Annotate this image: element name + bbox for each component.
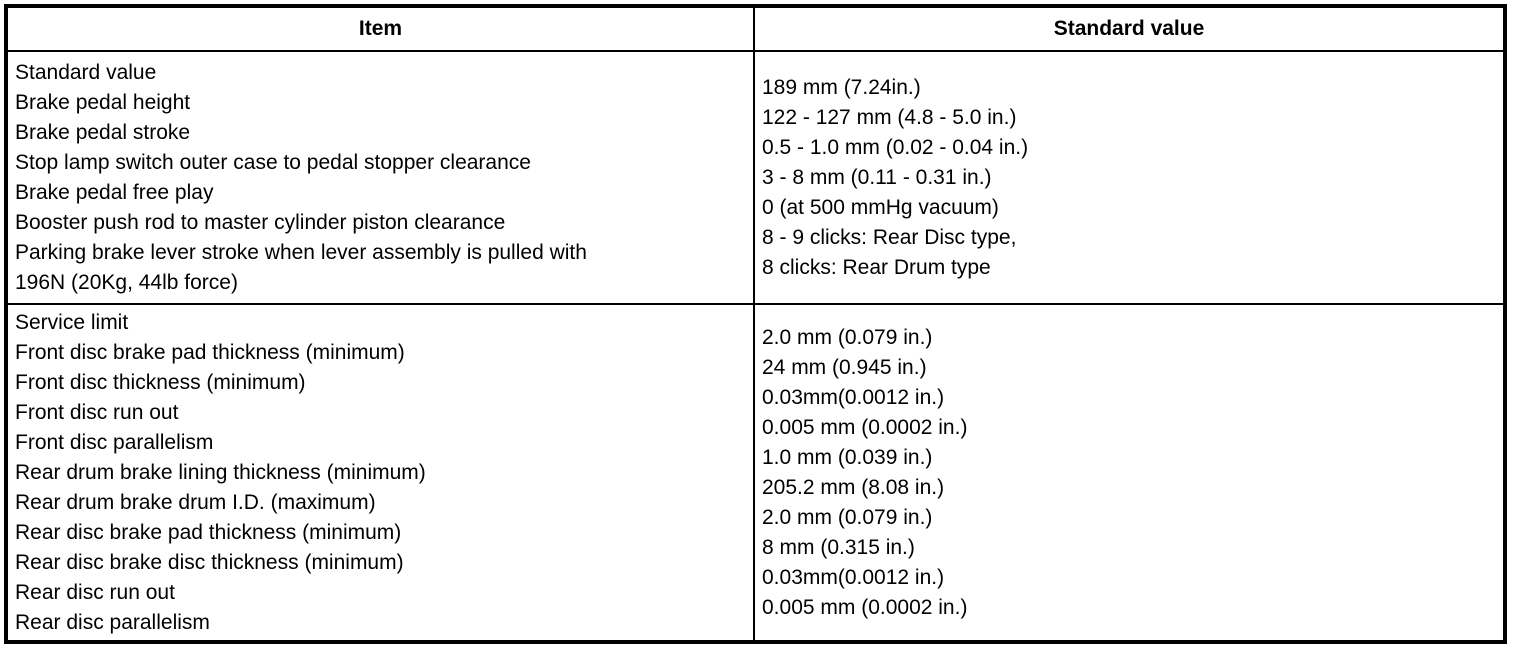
cell-line: Standard value xyxy=(15,60,157,84)
cell-line: 8 mm (0.315 in.) xyxy=(762,535,915,559)
cell-line: Rear disc brake pad thickness (minimum) xyxy=(15,520,402,544)
cell-line: 2.0 mm (0.079 in.) xyxy=(762,505,933,529)
cell-line: 122 - 127 mm (4.8 - 5.0 in.) xyxy=(762,105,1017,129)
cell-line: 205.2 mm (8.08 in.) xyxy=(762,475,945,499)
value-cell-service-limit: 2.0 mm (0.079 in.) 24 mm (0.945 in.) 0.03m… xyxy=(755,305,1503,640)
cell-line: Service limit xyxy=(15,310,129,334)
cell-line: 3 - 8 mm (0.11 - 0.31 in.) xyxy=(762,165,992,189)
cell-line: Rear drum brake drum I.D. (maximum) xyxy=(15,490,376,514)
cell-line: 0.03mm(0.0012 in.) xyxy=(762,565,945,589)
cell-line: 1.0 mm (0.039 in.) xyxy=(762,445,933,469)
cell-line: Booster push rod to master cylinder pist… xyxy=(15,210,506,234)
cell-line: Front disc run out xyxy=(15,400,179,424)
table-row-service-limit: Service limit Front disc brake pad thickn… xyxy=(8,303,1503,640)
cell-line: Front disc parallelism xyxy=(15,430,214,454)
cell-line: Stop lamp switch outer case to pedal sto… xyxy=(15,150,531,174)
item-cell-service-limit: Service limit Front disc brake pad thickn… xyxy=(8,305,755,640)
cell-line: Brake pedal height xyxy=(15,90,191,114)
cell-line: 0.005 mm (0.0002 in.) xyxy=(762,415,968,439)
cell-line: 0 (at 500 mmHg vacuum) xyxy=(762,195,999,219)
cell-line: Brake pedal free play xyxy=(15,180,214,204)
cell-line: 2.0 mm (0.079 in.) xyxy=(762,325,933,349)
cell-line: Parking brake lever stroke when lever as… xyxy=(15,240,587,264)
cell-line: 8 - 9 clicks: Rear Disc type, xyxy=(762,225,1017,249)
cell-line: Rear disc run out xyxy=(15,580,175,604)
cell-line: Brake pedal stroke xyxy=(15,120,191,144)
brake-spec-table: Item Standard value Standard value Brake … xyxy=(4,4,1507,644)
cell-line: 196N (20Kg, 44lb force) xyxy=(15,270,238,294)
cell-line: Rear drum brake lining thickness (minimu… xyxy=(15,460,426,484)
cell-line: Rear disc parallelism xyxy=(15,610,210,634)
cell-line: Front disc thickness (minimum) xyxy=(15,370,306,394)
cell-line: Rear disc brake disc thickness (minimum) xyxy=(15,550,404,574)
cell-line: 24 mm (0.945 in.) xyxy=(762,355,927,379)
header-cell-standard-value: Standard value xyxy=(1053,17,1205,40)
cell-line: 189 mm (7.24in.) xyxy=(762,75,921,99)
header-cell-item: Item xyxy=(8,8,755,50)
table-header-row: Item Standard value xyxy=(8,8,1503,52)
cell-line: 0.005 mm (0.0002 in.) xyxy=(762,595,968,619)
value-cell-standard-value: 189 mm (7.24in.) 122 - 127 mm (4.8 - 5.0 … xyxy=(755,52,1503,303)
cell-line: 0.5 - 1.0 mm (0.02 - 0.04 in.) xyxy=(762,135,1029,159)
cell-line: 0.03mm(0.0012 in.) xyxy=(762,385,945,409)
cell-line: Front disc brake pad thickness (minimum) xyxy=(15,340,405,364)
cell-line: 8 clicks: Rear Drum type xyxy=(762,255,991,279)
table-row-standard-value: Standard value Brake pedal height Brake pe… xyxy=(8,52,1503,303)
item-cell-standard-value: Standard value Brake pedal height Brake pe… xyxy=(8,52,755,303)
